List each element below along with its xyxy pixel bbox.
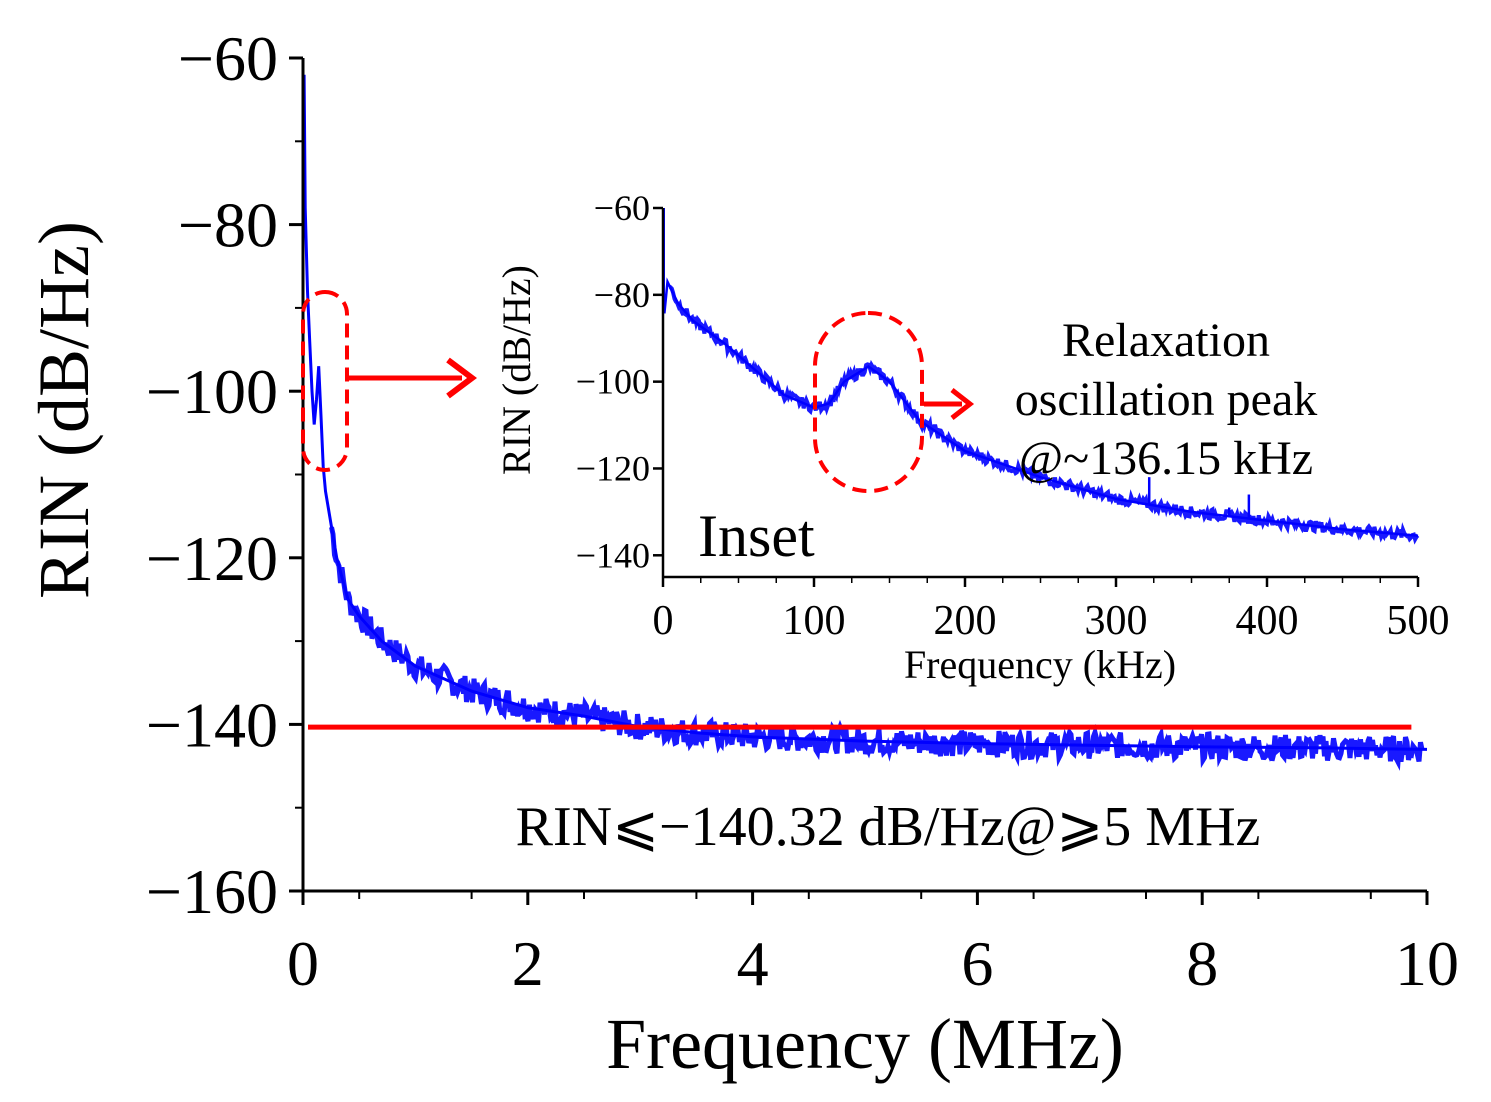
main-x-tick-label: 0 [287, 928, 319, 999]
inset-series-noise [668, 284, 1420, 545]
peak-annotation-line1: Relaxation [1062, 314, 1270, 367]
main-series-line [302, 74, 1428, 751]
main-y-tick-label: −100 [146, 356, 278, 427]
peak-annotation-line3: @~136.15 kHz [1019, 432, 1313, 485]
inset-x-tick-label: 200 [934, 598, 997, 644]
peak-highlight-box [813, 311, 924, 493]
main-annotation: RIN⩽−140.32 dB/Hz@⩾5 MHz [516, 796, 1261, 858]
inset-y-tick-label: −80 [594, 275, 650, 315]
inset-ticks: 0 100 200 300 400 500 −60 −80 −100 −120 −140 [576, 188, 1450, 644]
inset-x-tick-label: 500 [1387, 598, 1450, 644]
main-x-tick-label: 2 [512, 928, 544, 999]
inset-y-tick-label: −120 [576, 448, 650, 488]
inset-tag: Inset [698, 503, 815, 569]
zoom-highlight-box [301, 290, 349, 472]
inset-x-tick-label: 400 [1236, 598, 1299, 644]
inset-x-tick-label: 100 [783, 598, 846, 644]
main-x-tick-label: 4 [737, 928, 769, 999]
peak-arrow-head [950, 388, 975, 420]
main-y-tick-label: −140 [146, 689, 278, 760]
main-x-tick-label: 6 [961, 928, 993, 999]
inset-x-tick-label: 300 [1085, 598, 1148, 644]
inset-y-tick-label: −100 [576, 362, 650, 402]
zoom-arrow-head [446, 357, 477, 399]
main-y-tick-label: −120 [146, 523, 278, 594]
inset-x-tick-label: 0 [653, 598, 674, 644]
main-x-tick-label: 8 [1186, 928, 1218, 999]
main-x-tick-label: 10 [1395, 928, 1459, 999]
inset-x-axis-label: Frequency (kHz) [904, 642, 1176, 687]
inset-chart: 0 100 200 300 400 500 −60 −80 −100 −120 −140 Frequ… [494, 188, 1450, 687]
inset-y-tick-label: −140 [576, 535, 650, 575]
main-y-tick-label: −80 [178, 190, 278, 261]
main-ticks: 0 2 4 6 8 10 −60 −80 −100 −120 −140 −160 [146, 23, 1459, 999]
main-y-tick-label: −160 [146, 856, 278, 927]
main-chart: 0 2 4 6 8 10 −60 −80 −100 −120 −140 −160 Frequency … [24, 23, 1459, 1084]
inset-y-tick-label: −60 [594, 188, 650, 228]
inset-y-axis-label: RIN (dB/Hz) [494, 265, 539, 475]
main-y-tick-label: −60 [178, 23, 278, 94]
inset-spikes [1147, 477, 1251, 519]
main-x-axis-label: Frequency (MHz) [606, 1004, 1124, 1084]
inset-series-line [662, 208, 1419, 538]
main-y-axis-label: RIN (dB/Hz) [24, 221, 104, 599]
peak-annotation-line2: oscillation peak [1015, 373, 1318, 426]
